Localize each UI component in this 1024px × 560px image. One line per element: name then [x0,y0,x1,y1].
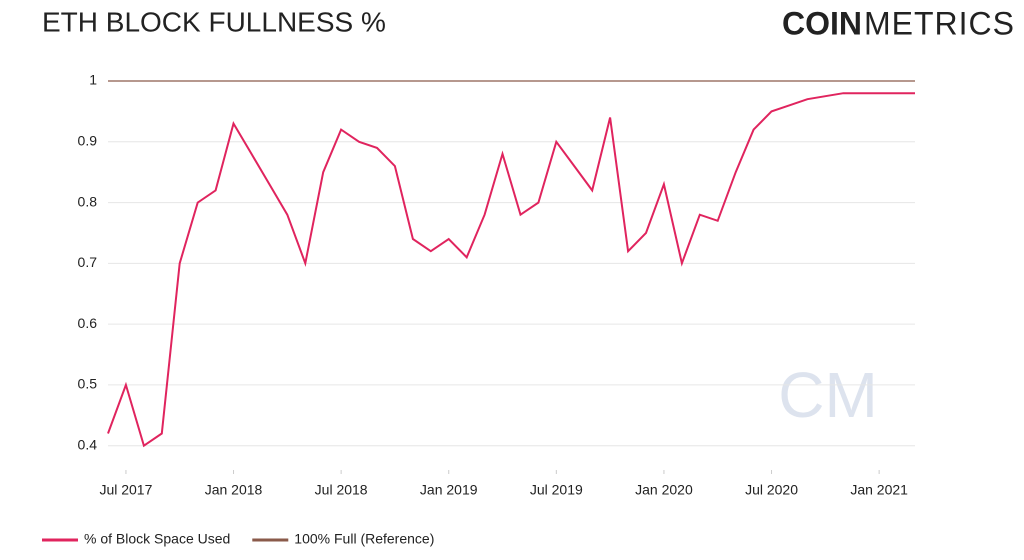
y-tick-label: 0.5 [78,376,98,392]
brand-bold: COIN [782,5,862,41]
x-tick-label: Jan 2019 [420,482,478,498]
x-tick-label: Jul 2017 [99,482,152,498]
x-tick-label: Jan 2021 [850,482,908,498]
brand-light: METRICS [864,5,1015,41]
watermark: CM [778,359,878,431]
y-tick-label: 0.6 [78,315,98,331]
x-tick-label: Jul 2019 [530,482,583,498]
x-tick-label: Jul 2018 [315,482,368,498]
chart-title: ETH BLOCK FULLNESS % [42,6,386,37]
y-tick-label: 0.8 [78,193,98,209]
x-tick-label: Jan 2018 [205,482,263,498]
y-tick-label: 0.4 [78,436,98,452]
x-tick-label: Jul 2020 [745,482,798,498]
legend-label: % of Block Space Used [84,531,230,547]
legend-label: 100% Full (Reference) [294,531,434,547]
x-tick-label: Jan 2020 [635,482,693,498]
y-tick-label: 0.9 [78,132,98,148]
series-line [107,92,915,448]
y-tick-label: 0.7 [78,254,98,270]
y-tick-label: 1 [89,72,97,88]
